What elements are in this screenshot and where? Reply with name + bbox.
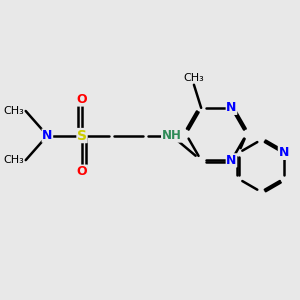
Text: CH₃: CH₃ bbox=[184, 73, 204, 83]
Text: CH₃: CH₃ bbox=[4, 155, 24, 165]
Text: N: N bbox=[226, 154, 237, 167]
Text: N: N bbox=[278, 146, 289, 159]
Text: NH: NH bbox=[162, 129, 182, 142]
Text: O: O bbox=[77, 93, 87, 106]
Text: O: O bbox=[77, 165, 87, 178]
Text: S: S bbox=[77, 129, 87, 142]
Text: CH₃: CH₃ bbox=[4, 106, 24, 116]
Text: N: N bbox=[226, 101, 237, 114]
Text: N: N bbox=[42, 129, 52, 142]
